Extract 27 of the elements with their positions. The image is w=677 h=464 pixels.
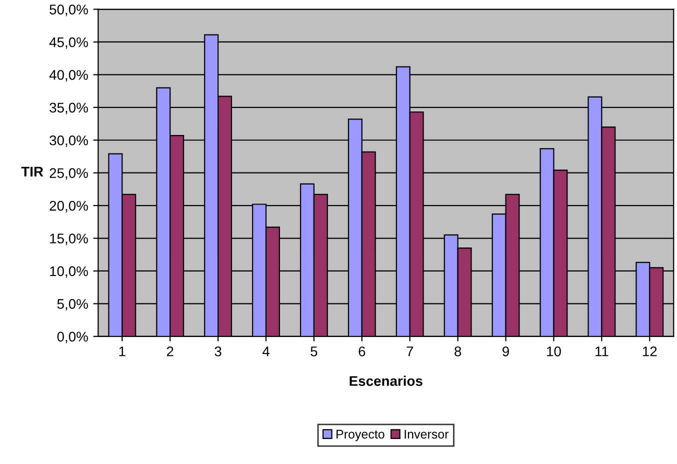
x-tick-label: 5 [310, 346, 318, 356]
y-tick-label: 50,0% [50, 4, 88, 16]
y-tick-label: 45,0% [49, 37, 88, 49]
legend-label: Inversor [404, 430, 449, 439]
legend-label: Proyecto [336, 430, 384, 442]
y-tick-label: 35,0% [50, 102, 88, 114]
y-tick-label: 40,0% [49, 70, 88, 82]
x-tick-label: 8 [454, 346, 462, 356]
x-tick-label: 6 [358, 346, 366, 356]
x-axis-title: Escenarios [350, 376, 422, 386]
x-tick-label: 4 [262, 346, 270, 356]
y-tick-label: 15,0% [50, 234, 88, 246]
x-tick-label: 10 [547, 346, 561, 356]
x-tick-label: 7 [406, 346, 414, 356]
y-tick-label: 20,0% [50, 200, 88, 212]
x-tick-label: 1 [119, 346, 126, 356]
y-tick-label: 25,0% [50, 168, 88, 180]
y-tick-label: 30,0% [50, 135, 88, 147]
y-tick-label: 0,0% [57, 332, 88, 344]
y-tick-label: 10,0% [50, 266, 88, 278]
x-tick-label: 3 [214, 346, 222, 356]
x-tick-label: 9 [502, 346, 509, 356]
x-tick-label: 12 [642, 346, 657, 356]
y-axis-title: TIR [21, 166, 44, 176]
x-tick-label: 2 [166, 346, 174, 356]
y-tick-label: 5,0% [57, 299, 88, 310]
x-tick-label: 11 [596, 346, 608, 356]
